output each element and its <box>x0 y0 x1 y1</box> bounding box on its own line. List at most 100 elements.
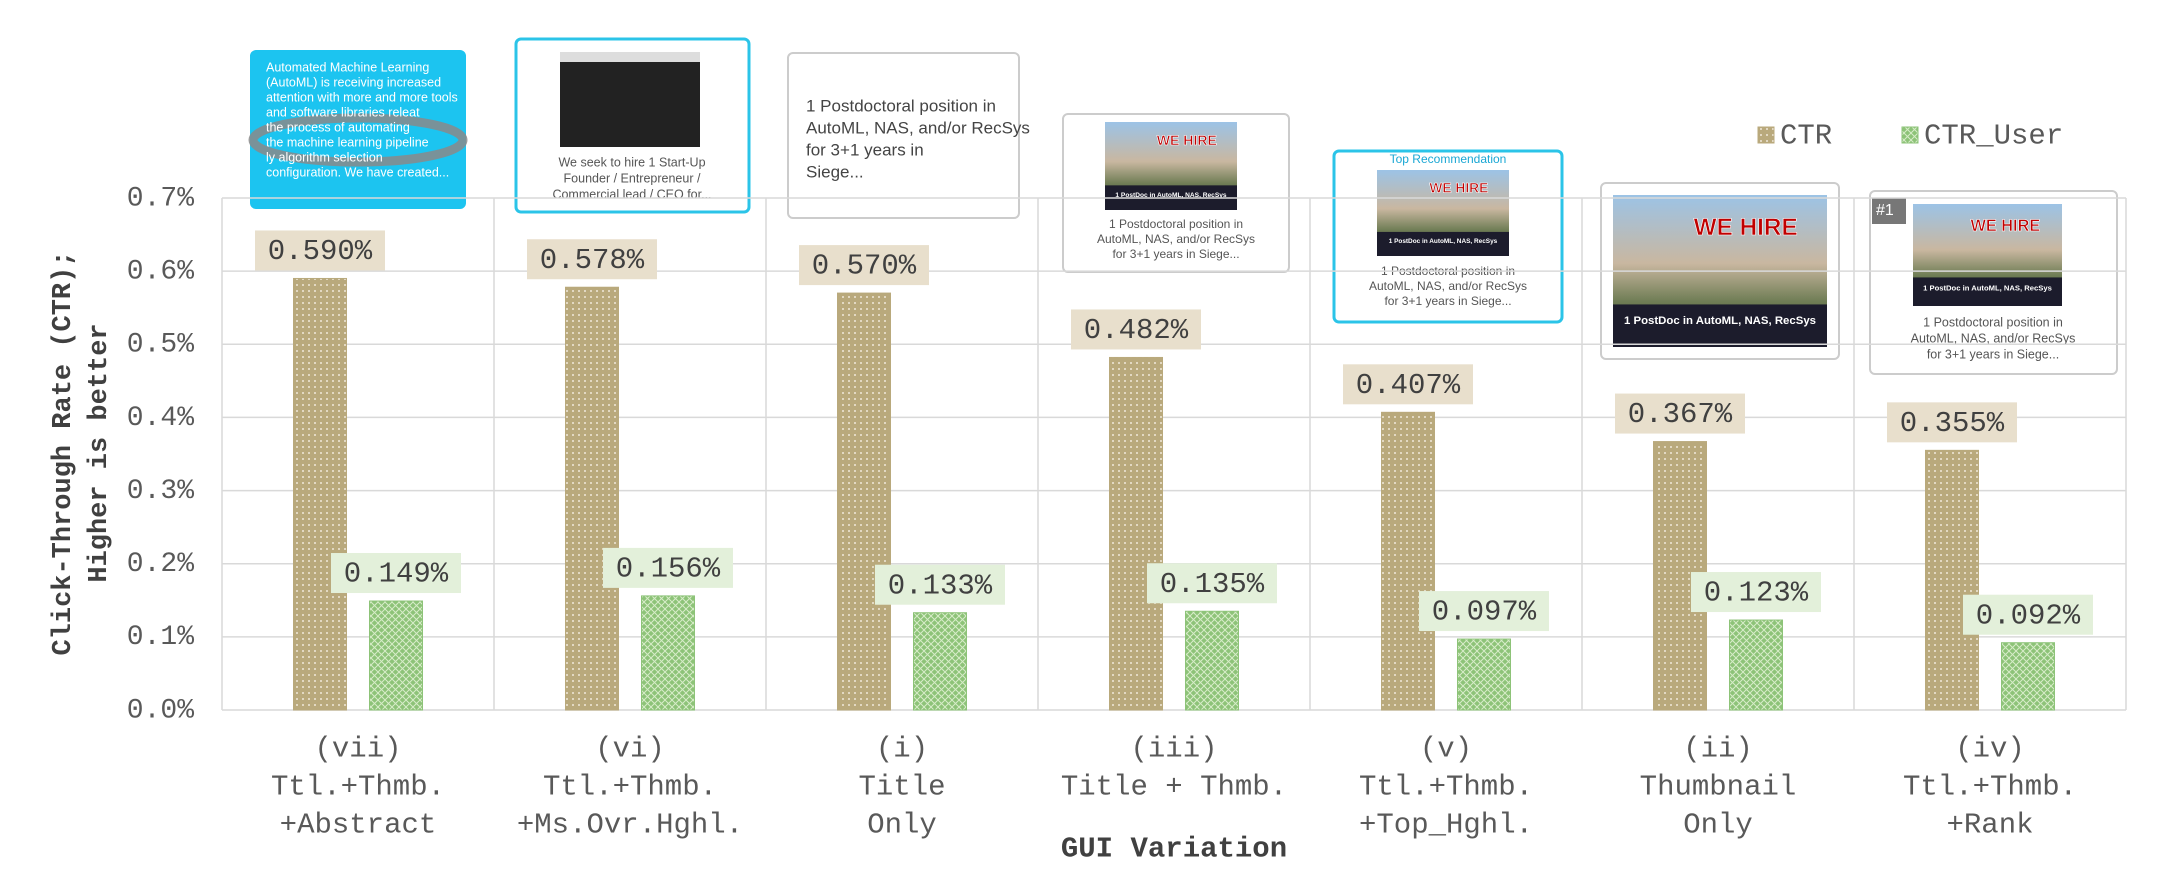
thumbnail-text: (AutoML) is receiving increased <box>266 75 441 89</box>
value-label: 0.123% <box>1704 577 1809 610</box>
legend-label: CTR_User <box>1924 120 2063 153</box>
bar <box>1925 449 1979 711</box>
thumbnail-text: AutoML, NAS, and/or RecSys <box>1911 331 2076 345</box>
y-tick-label: 0.6% <box>127 257 194 288</box>
thumbnail-text: AutoML, NAS, and/or RecSys <box>806 118 1030 137</box>
x-tick-label: Only <box>867 809 937 842</box>
x-tick-label: +Top_Hghl. <box>1359 809 1533 842</box>
y-axis-title-line: Click-Through Rate (CTR); <box>49 250 79 655</box>
thumbnail-text: the machine learning pipeline <box>266 135 429 149</box>
value-label: 0.482% <box>1084 314 1189 347</box>
thumbnail-text: Commercial lead / CEO for... <box>552 187 711 201</box>
thumbnail-text: AutoML, NAS, and/or RecSys <box>1369 279 1527 293</box>
thumbnail-card <box>787 52 1020 219</box>
thumbnail-banner <box>1613 304 1827 347</box>
thumbnail-hire: WE HIRE <box>1694 214 1798 241</box>
value-label-bg <box>603 547 733 588</box>
thumbnail-text: AutoML, NAS, and/or RecSys <box>1097 232 1255 246</box>
value-label: 0.570% <box>812 250 917 283</box>
value-label-bg <box>875 564 1005 605</box>
thumbnail-banner-text: 1 PostDoc in AutoML, NAS, RecSys <box>1115 192 1226 199</box>
thumbnail-text: for 3+1 years in Siege... <box>1112 247 1239 261</box>
x-tick-label: Ttl.+Thmb. <box>1903 771 2077 804</box>
x-tick-label: (iv) <box>1955 733 2025 766</box>
thumbnail-text: for 3+1 years in <box>806 140 924 159</box>
bar <box>641 595 695 711</box>
y-tick-label: 0.1% <box>127 622 194 653</box>
x-tick-label: (ii) <box>1683 733 1753 766</box>
bar <box>369 600 423 711</box>
value-label-bg <box>1419 591 1549 632</box>
thumbnail-banner <box>1913 277 2062 306</box>
y-tick-label: 0.0% <box>127 695 194 726</box>
x-tick-label: Ttl.+Thmb. <box>271 771 445 804</box>
y-tick-label: 0.3% <box>127 476 194 507</box>
legend-swatch <box>1901 126 1919 144</box>
thumbnail-hire: WE HIRE <box>1157 132 1217 148</box>
thumbnail-hire: WE HIRE <box>1429 181 1488 196</box>
thumbnail-banner <box>1377 231 1509 256</box>
thumbnail-badge: #1 <box>1876 202 1894 219</box>
thumbnail-text: and software libraries releat <box>266 105 420 119</box>
x-tick-label: Ttl.+Thmb. <box>1359 771 1533 804</box>
value-label: 0.149% <box>344 558 449 591</box>
value-label: 0.590% <box>268 235 373 268</box>
y-axis-title-line: Higher is better <box>85 323 115 582</box>
thumbnail-screenshot <box>560 52 700 147</box>
x-tick-label: (vii) <box>314 733 401 766</box>
thumbnail-text: for 3+1 years in Siege... <box>1384 294 1511 308</box>
x-tick-label: (i) <box>876 733 928 766</box>
value-label: 0.578% <box>540 244 645 277</box>
thumbnail-hire: WE HIRE <box>1970 217 2040 235</box>
thumbnail-text: 1 Postdoctoral position in <box>806 96 996 115</box>
y-tick-label: 0.2% <box>127 549 194 580</box>
thumbnail-badge-bg <box>1872 198 1906 224</box>
thumbnail-badge: Top Recommendation <box>1390 152 1507 166</box>
thumbnail-arrows <box>248 113 468 167</box>
x-tick-label: +Abstract <box>280 809 437 842</box>
x-tick-label: Title + Thmb. <box>1061 771 1287 804</box>
value-label-bg <box>1691 572 1821 613</box>
bar <box>1729 619 1783 711</box>
thumbnail-text: attention with more and more tools <box>266 90 458 104</box>
thumbnails: Automated Machine Learning(AutoML) is re… <box>248 37 2118 375</box>
thumbnail-text: the process of automating <box>266 120 410 134</box>
value-label-bg <box>527 239 657 280</box>
bar <box>1457 638 1511 711</box>
thumbnail-text: Founder / Entrepreneur / <box>564 171 701 185</box>
bar <box>2001 642 2055 711</box>
thumbnail-banner-text: 1 PostDoc in AutoML, NAS, RecSys <box>1923 284 2052 293</box>
bar <box>837 292 891 711</box>
value-label-bg <box>1147 563 1277 604</box>
thumbnail-card <box>250 50 466 209</box>
value-label: 0.156% <box>616 553 721 586</box>
bar <box>565 286 619 711</box>
value-label-bg <box>331 553 461 594</box>
thumbnail-text: We seek to hire 1 Start-Up <box>558 155 705 169</box>
thumbnail-text: Siege... <box>806 162 864 181</box>
value-label-bg <box>255 230 385 271</box>
value-label: 0.092% <box>1976 599 2081 632</box>
x-tick-label: Thumbnail <box>1640 771 1797 804</box>
thumbnail-text: configuration. We have created... <box>266 165 449 179</box>
thumbnail-banner-text: 1 PostDoc in AutoML, NAS, RecSys <box>1389 238 1498 245</box>
value-label: 0.355% <box>1900 407 2005 440</box>
x-tick-label: (iii) <box>1130 733 1217 766</box>
bar <box>1185 610 1239 711</box>
x-tick-label: Ttl.+Thmb. <box>543 771 717 804</box>
value-label: 0.133% <box>888 569 993 602</box>
thumbnail-screenshot-bar <box>560 52 700 62</box>
thumbnail-text: 1 Postdoctoral position in <box>1923 315 2063 329</box>
x-tick-label: +Ms.Ovr.Hghl. <box>517 809 743 842</box>
y-tick-label: 0.4% <box>127 403 194 434</box>
y-tick-label: 0.5% <box>127 330 194 361</box>
thumbnail-text: Automated Machine Learning <box>266 60 429 74</box>
bar <box>913 612 967 711</box>
value-label: 0.135% <box>1160 568 1265 601</box>
x-tick-label: (vi) <box>595 733 665 766</box>
value-label: 0.097% <box>1432 596 1537 629</box>
x-tick-label: Only <box>1683 809 1753 842</box>
value-label-bg <box>1615 393 1745 434</box>
y-tick-label: 0.7% <box>127 183 194 214</box>
